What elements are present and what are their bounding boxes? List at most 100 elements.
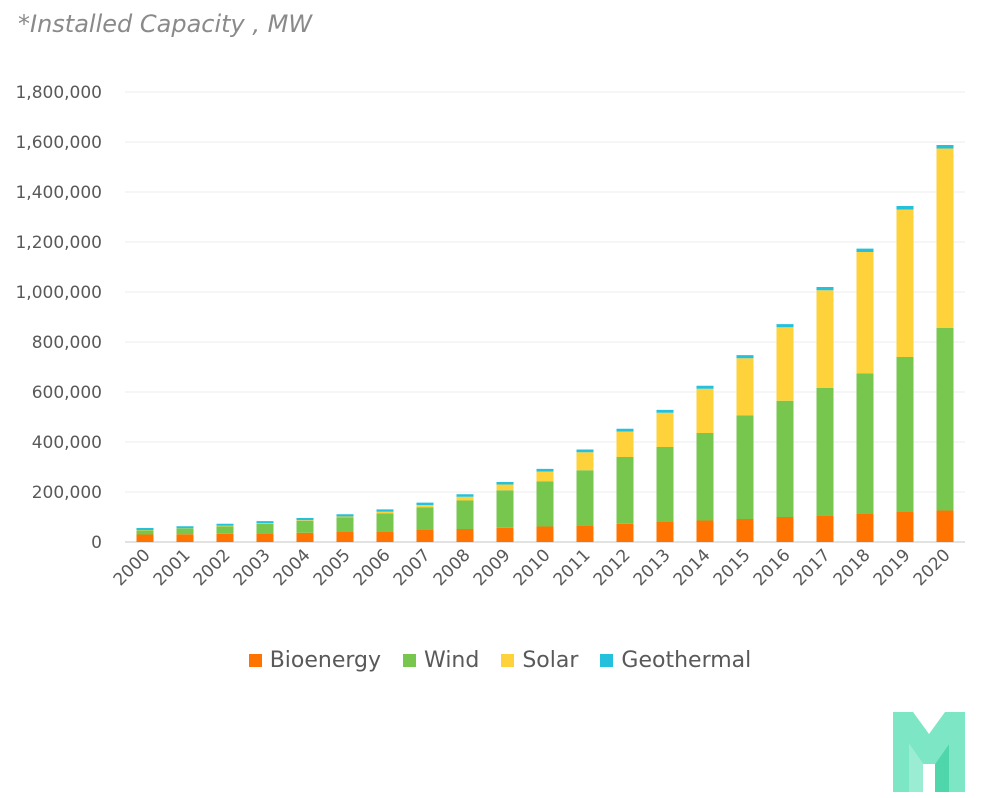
y-tick-label: 1,800,000 — [15, 83, 102, 103]
x-tick-label: 2012 — [590, 545, 635, 590]
bar-geothermal-2011 — [576, 449, 594, 453]
bar-wind-2010 — [536, 481, 554, 527]
bar-wind-2009 — [496, 490, 514, 528]
y-tick-label: 800,000 — [32, 333, 102, 353]
bar-geothermal-2013 — [656, 409, 674, 413]
x-tick-label: 2018 — [830, 545, 875, 590]
bar-wind-2006 — [376, 513, 394, 532]
bar-wind-2001 — [176, 528, 194, 535]
bar-bioenergy-2007 — [416, 530, 434, 542]
bar-bioenergy-2011 — [576, 525, 594, 542]
bar-bioenergy-2014 — [696, 520, 714, 542]
bar-wind-2008 — [456, 500, 474, 529]
legend-swatch — [403, 654, 417, 667]
bar-geothermal-2002 — [216, 523, 234, 526]
bar-wind-2011 — [576, 470, 594, 526]
y-tick-label: 1,200,000 — [15, 233, 102, 253]
legend-item-geothermal: Geothermal — [600, 648, 751, 673]
y-tick-label: 0 — [91, 533, 102, 553]
bar-bioenergy-2009 — [496, 527, 514, 542]
chart-legend: Bioenergy Wind Solar Geothermal — [0, 648, 1000, 673]
bar-solar-2020 — [936, 148, 954, 328]
chart-subtitle: *Installed Capacity , MW — [18, 10, 313, 38]
bar-bioenergy-2016 — [776, 517, 794, 542]
x-tick-label: 2008 — [430, 545, 475, 590]
y-tick-label: 1,400,000 — [15, 183, 102, 203]
legend-label: Geothermal — [621, 648, 752, 673]
y-tick-label: 1,000,000 — [15, 283, 102, 303]
bar-bioenergy-2013 — [656, 522, 674, 542]
bar-bioenergy-2006 — [376, 531, 394, 542]
x-tick-label: 2005 — [310, 545, 355, 590]
bar-geothermal-2006 — [376, 509, 394, 512]
legend-label: Solar — [522, 648, 579, 673]
bar-wind-2013 — [656, 447, 674, 522]
bar-bioenergy-2018 — [856, 513, 874, 542]
y-tick-label: 1,600,000 — [15, 133, 102, 153]
legend-item-bioenergy: Bioenergy — [248, 648, 382, 673]
bar-solar-2004 — [296, 520, 314, 521]
bar-geothermal-2008 — [456, 494, 474, 497]
x-tick-label: 2011 — [550, 545, 595, 590]
bar-wind-2020 — [936, 328, 954, 511]
bar-solar-2007 — [416, 505, 434, 508]
bar-wind-2016 — [776, 400, 794, 517]
bar-solar-2011 — [576, 452, 594, 471]
bar-geothermal-2010 — [536, 468, 554, 472]
bar-solar-2015 — [736, 358, 754, 416]
x-tick-label: 2017 — [790, 545, 835, 590]
x-tick-label: 2004 — [270, 545, 315, 590]
bar-geothermal-2019 — [896, 206, 914, 210]
bar-geothermal-2016 — [776, 324, 794, 328]
legend-label: Bioenergy — [269, 648, 382, 673]
x-tick-label: 2010 — [510, 545, 555, 590]
x-tick-label: 2003 — [230, 545, 275, 590]
bar-solar-2013 — [656, 412, 674, 447]
m-logo-icon — [893, 712, 965, 792]
bar-bioenergy-2004 — [296, 532, 314, 542]
bar-geothermal-2004 — [296, 518, 314, 521]
x-tick-label: 2019 — [870, 545, 915, 590]
bar-wind-2017 — [816, 387, 834, 516]
bar-geothermal-2014 — [696, 385, 714, 389]
x-tick-label: 2015 — [710, 545, 755, 590]
bar-solar-2002 — [216, 525, 234, 527]
legend-item-solar: Solar — [501, 648, 578, 673]
x-tick-label: 2000 — [110, 545, 155, 590]
bar-bioenergy-2000 — [136, 534, 154, 542]
bar-bioenergy-2002 — [216, 533, 234, 542]
bar-solar-2012 — [616, 431, 634, 457]
x-tick-label: 2013 — [630, 545, 675, 590]
bar-wind-2018 — [856, 373, 874, 514]
x-tick-label: 2002 — [190, 545, 235, 590]
bar-solar-2018 — [856, 252, 874, 374]
bar-wind-2019 — [896, 357, 914, 512]
x-tick-label: 2020 — [910, 545, 955, 590]
bar-bioenergy-2019 — [896, 512, 914, 542]
bar-solar-2014 — [696, 388, 714, 433]
bar-bioenergy-2003 — [256, 533, 274, 542]
bar-solar-2008 — [456, 496, 474, 501]
bar-geothermal-2015 — [736, 355, 754, 359]
bar-wind-2012 — [616, 457, 634, 524]
stacked-bar-chart: 0 200,000 400,000 600,000 800,000 1,000,000 1,… — [15, 83, 965, 590]
x-tick-label: 2001 — [150, 545, 195, 590]
bar-geothermal-2003 — [256, 521, 274, 524]
bar-solar-2005 — [336, 516, 354, 518]
bar-bioenergy-2017 — [816, 515, 834, 542]
bar-geothermal-2000 — [136, 528, 154, 530]
bar-wind-2007 — [416, 507, 434, 530]
bar-solar-2010 — [536, 471, 554, 482]
x-tick-label: 2009 — [470, 545, 515, 590]
bar-bioenergy-2005 — [336, 532, 354, 542]
bar-wind-2015 — [736, 415, 754, 519]
y-tick-label: 200,000 — [32, 483, 102, 503]
y-tick-label: 400,000 — [32, 433, 102, 453]
bar-wind-2005 — [336, 517, 354, 532]
bar-geothermal-2018 — [856, 248, 874, 252]
bar-wind-2002 — [216, 526, 234, 534]
legend-swatch — [501, 654, 515, 667]
bar-bioenergy-2001 — [176, 534, 194, 542]
x-tick-label: 2006 — [350, 545, 395, 590]
bar-solar-2017 — [816, 290, 834, 388]
